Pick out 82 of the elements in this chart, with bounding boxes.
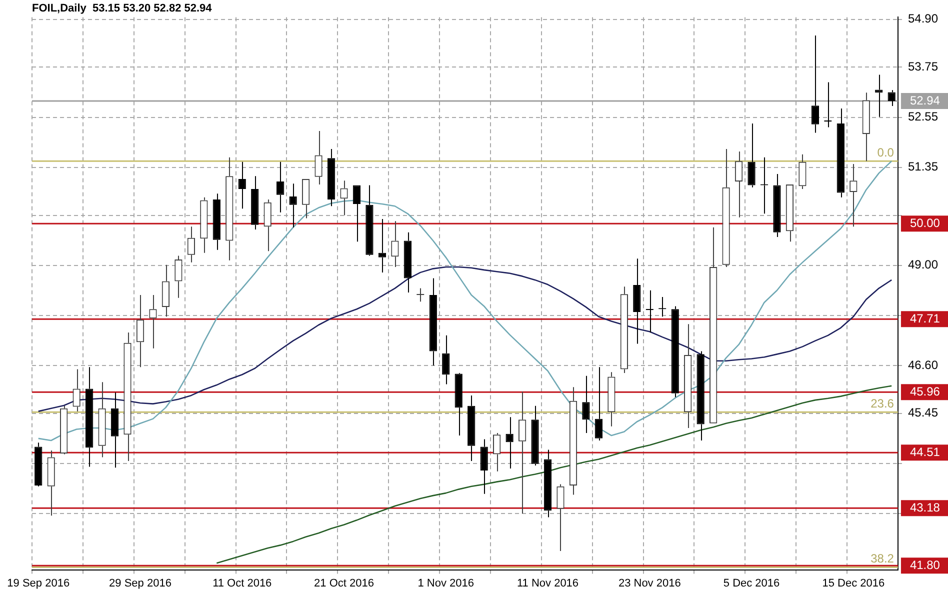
- candlestick: [404, 232, 412, 293]
- candlestick: [212, 193, 220, 250]
- candlestick: [72, 368, 80, 412]
- candlestick: [734, 150, 743, 218]
- candlestick: [314, 130, 322, 185]
- candlestick: [620, 286, 628, 374]
- annotation: 0.0: [877, 145, 894, 160]
- candlestick: [544, 449, 552, 518]
- candlestick: [773, 174, 781, 238]
- x-tick-label: 23 Nov 2016: [618, 577, 681, 590]
- y-tick-label: 53.75: [908, 60, 938, 74]
- y-tick-label: 45.45: [908, 406, 938, 420]
- candlestick: [124, 332, 132, 462]
- candlestick: [47, 450, 55, 516]
- candlestick: [136, 294, 144, 368]
- ref-line-label: 50.00: [910, 216, 940, 230]
- ref-line-label: 44.51: [910, 444, 940, 459]
- candlestick: [798, 154, 806, 190]
- annotation: 38.2: [870, 552, 894, 566]
- candlestick: [110, 392, 119, 468]
- candlestick: [391, 220, 399, 268]
- candlestick: [594, 366, 603, 442]
- candlestick: [187, 226, 196, 263]
- x-tick-label: 5 Dec 2016: [723, 577, 780, 590]
- candlestick: [302, 179, 310, 219]
- candlestick: [633, 258, 641, 344]
- candlestick: [276, 161, 284, 213]
- candlestick: [60, 405, 68, 455]
- candlestick: [684, 324, 692, 428]
- candlestick: [200, 196, 208, 254]
- ref-line-label: 41.80: [910, 558, 940, 572]
- y-tick-label: 51.35: [908, 160, 938, 174]
- x-tick-label: 11 Nov 2016: [516, 577, 579, 590]
- y-tick-label: 54.90: [908, 12, 938, 26]
- candlestick: [327, 148, 336, 207]
- x-tick-label: 11 Oct 2016: [212, 577, 272, 590]
- y-tick-label: 49.00: [908, 258, 938, 272]
- candlestick: [352, 185, 361, 242]
- candlestick: [569, 386, 578, 496]
- candlestick: [582, 375, 590, 434]
- candlestick: [98, 382, 106, 458]
- candlestick: [454, 372, 462, 436]
- x-tick-label: 19 Sep 2016: [7, 577, 70, 590]
- candlestick: [162, 264, 170, 318]
- candlestick: [709, 226, 718, 424]
- candlestick: [174, 255, 182, 298]
- candlestick: [264, 198, 272, 252]
- candlestick: [671, 306, 679, 398]
- candlestick: [722, 148, 730, 268]
- candlestick: [366, 184, 374, 256]
- candlestick: [518, 391, 526, 514]
- candlestick: [429, 278, 437, 366]
- candlestick: [748, 123, 756, 188]
- candlestick: [34, 442, 42, 487]
- candlestick: [85, 366, 94, 468]
- candlestick: [226, 156, 234, 261]
- x-tick-label: 29 Sep 2016: [109, 577, 172, 590]
- candlestick: [493, 432, 501, 472]
- candlestick: [442, 334, 450, 385]
- y-tick-label: 46.60: [908, 358, 938, 372]
- candlestick: [556, 484, 564, 552]
- candlestick: [862, 92, 870, 162]
- candlestick: [608, 372, 616, 427]
- annotation: 23.6: [870, 396, 894, 410]
- candlestick: [251, 176, 259, 230]
- candlestick: [378, 218, 386, 273]
- ref-line-label: 52.94: [910, 93, 940, 108]
- candlestick: [480, 438, 488, 494]
- ref-line-label: 43.18: [910, 500, 940, 514]
- ref-line-label: 47.71: [910, 311, 940, 326]
- candlestick: [811, 35, 820, 134]
- x-tick-label: 15 Dec 2016: [822, 577, 885, 590]
- x-tick-label: 21 Oct 2016: [314, 577, 374, 590]
- y-tick-label: 52.55: [908, 110, 938, 124]
- candlestick: [696, 350, 704, 442]
- candlestick: [531, 405, 539, 466]
- candlestick: [836, 108, 844, 198]
- ref-line-label: 45.96: [910, 384, 940, 398]
- candlestick: [646, 290, 654, 333]
- chart-title: FOIL,Daily 53.15 53.20 52.82 52.94: [32, 2, 213, 15]
- candlestick: [468, 394, 476, 462]
- x-tick-label: 1 Nov 2016: [418, 577, 474, 590]
